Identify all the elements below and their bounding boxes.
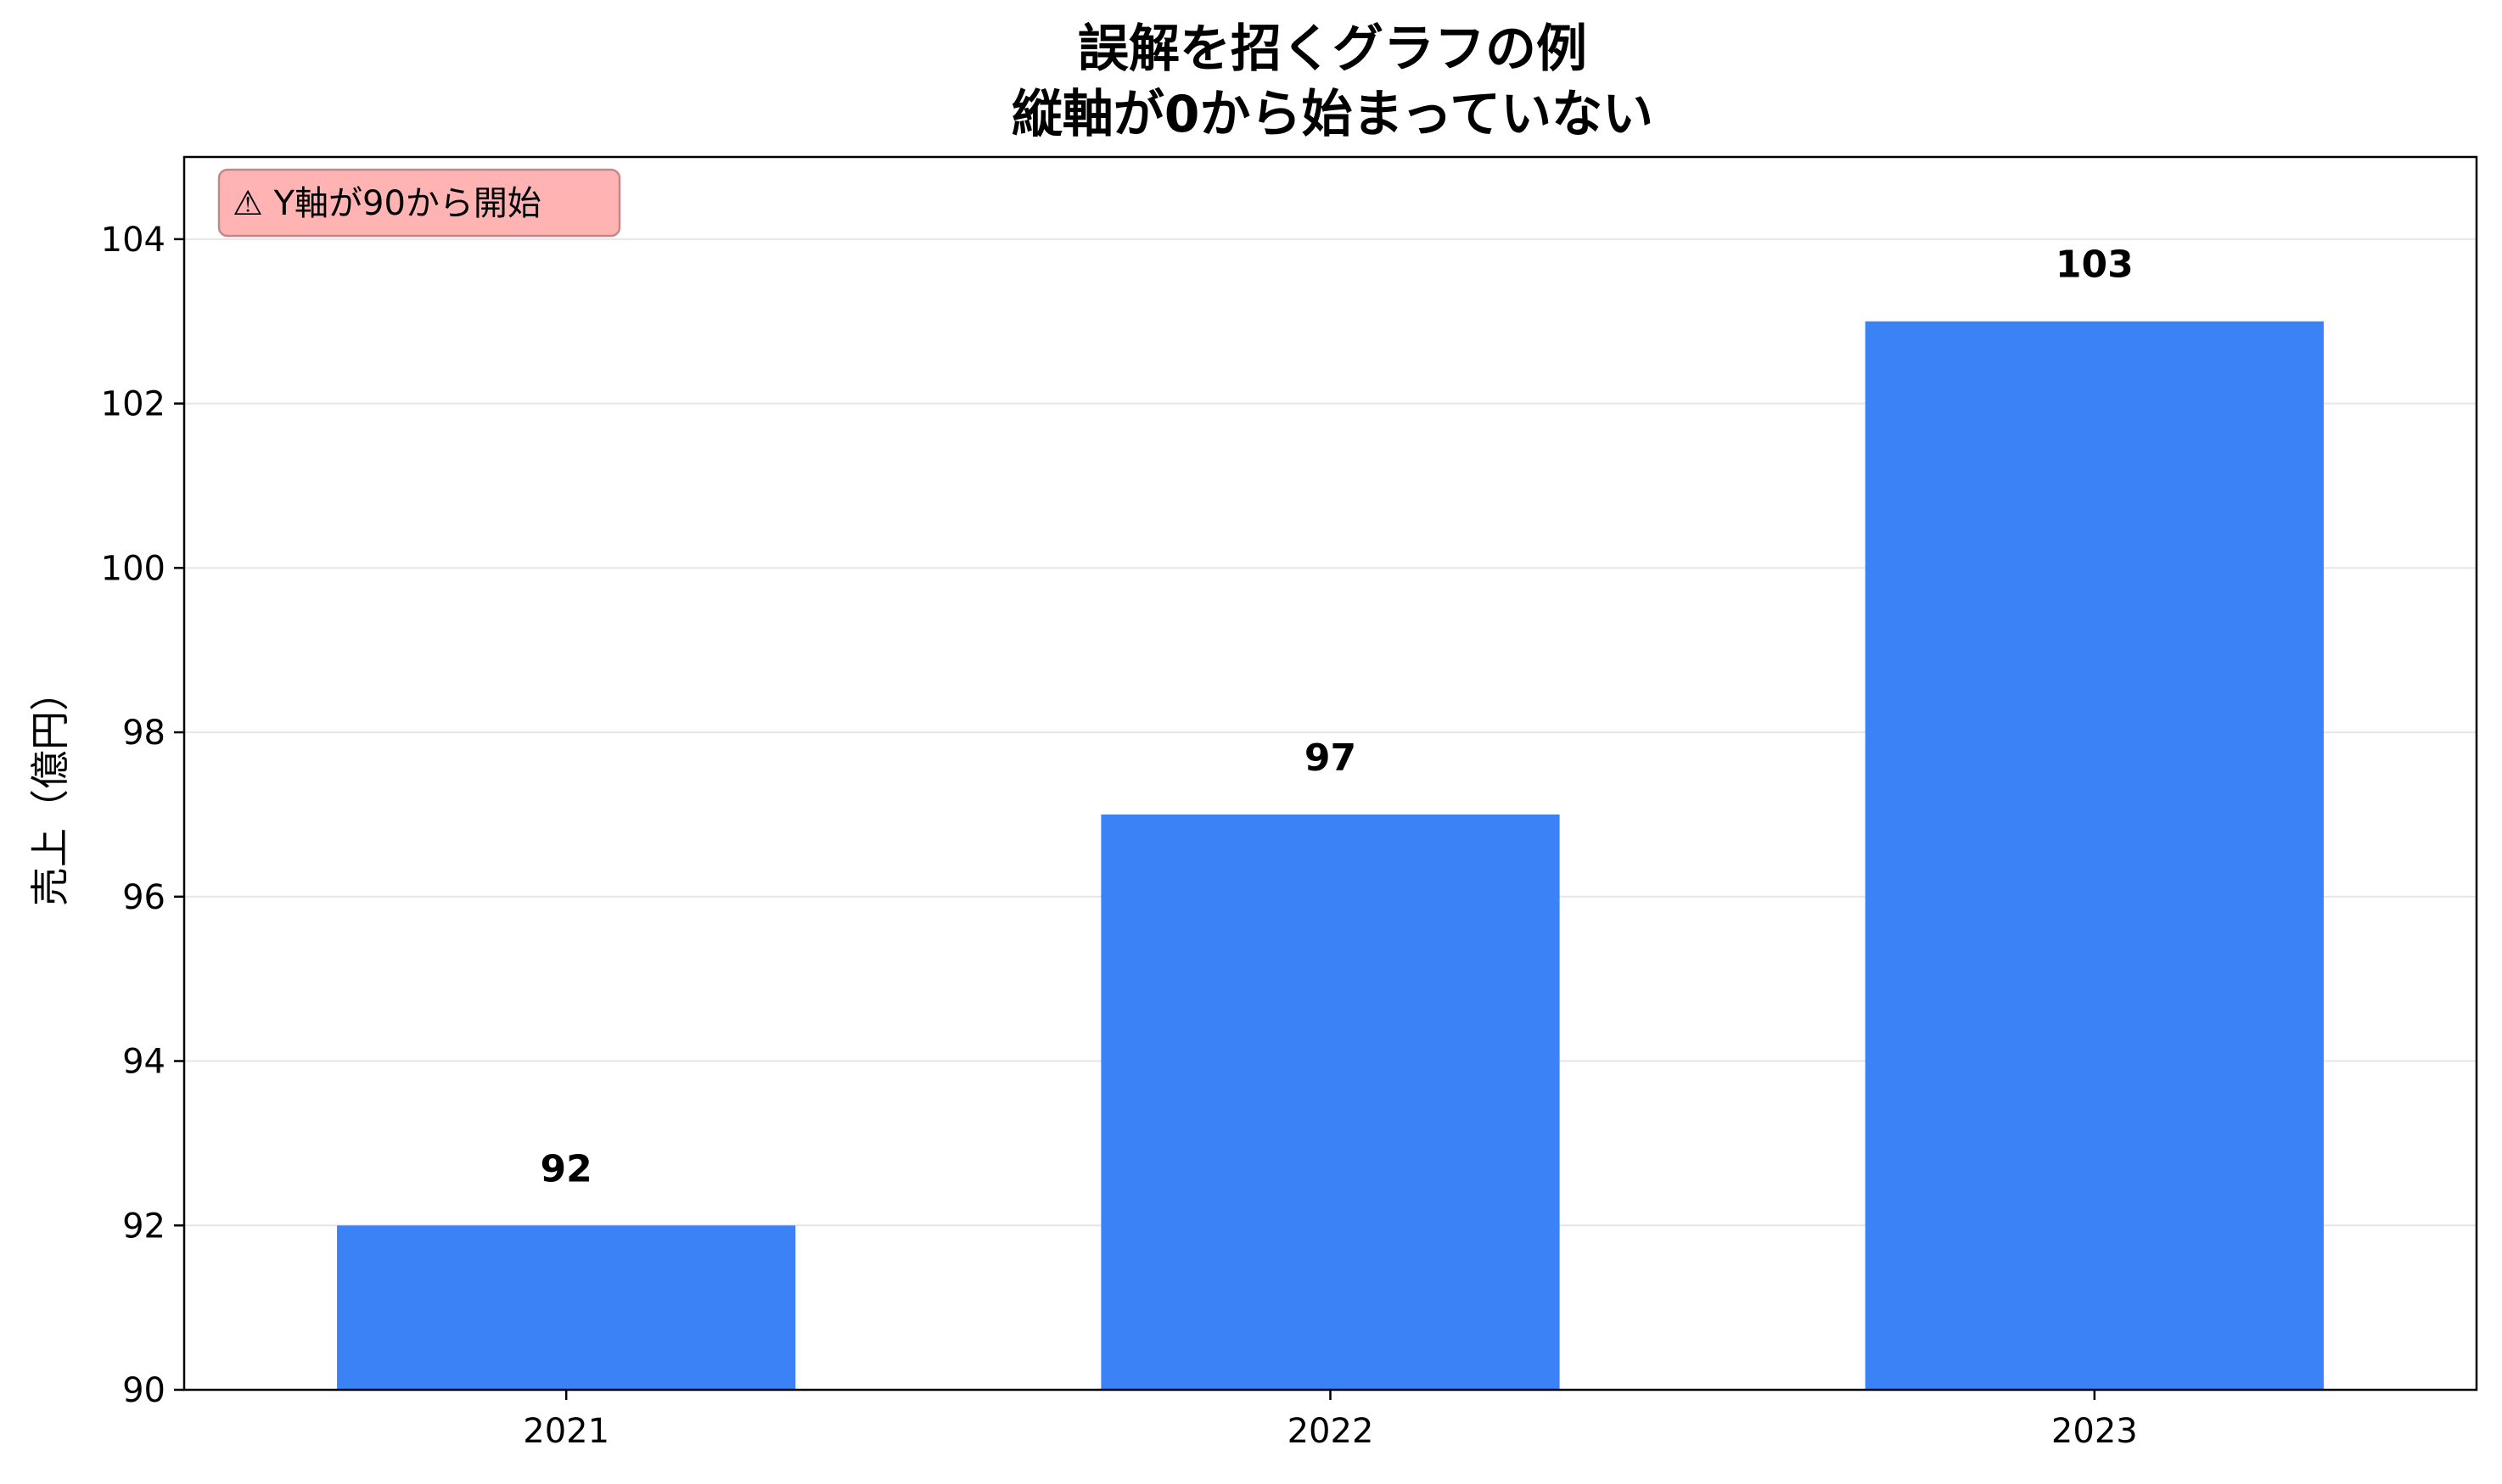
data-label-2021: 92 xyxy=(541,1147,592,1190)
y-tick-label-98: 98 xyxy=(122,714,165,753)
annotation-box xyxy=(217,168,621,238)
y-axis-ticks: 90 92 94 96 98 100 102 104 xyxy=(101,221,184,1410)
y-tick-label-100: 100 xyxy=(101,549,165,588)
data-label-2022: 97 xyxy=(1304,736,1356,780)
bars xyxy=(337,321,2324,1390)
x-axis-ticks: 2021 2022 2023 xyxy=(523,1390,2138,1451)
chart-title-line-1: 誤解を招くグラフの例 xyxy=(1078,20,1587,79)
warning-annotation: ⚠ Y軸が90から開始 xyxy=(217,168,621,238)
bar-2021 xyxy=(337,1225,796,1390)
x-tick-label-2023: 2023 xyxy=(2051,1412,2138,1451)
y-tick-label-104: 104 xyxy=(101,221,165,260)
data-label-2023: 103 xyxy=(2056,244,2134,287)
y-tick-label-102: 102 xyxy=(101,385,165,424)
y-tick-label-92: 92 xyxy=(122,1207,165,1246)
plot-frame xyxy=(182,155,2478,1392)
y-tick-label-90: 90 xyxy=(122,1371,165,1410)
y-axis-label: 売上（億円） xyxy=(27,672,73,906)
y-tick-label-96: 96 xyxy=(122,878,165,917)
annotation-text: ⚠ Y軸が90から開始 xyxy=(233,184,541,223)
chart-title-line-2: 縦軸が0から始まっていない xyxy=(1012,85,1653,144)
x-tick-label-2022: 2022 xyxy=(1287,1412,1374,1451)
bar-2022 xyxy=(1101,814,1560,1390)
bar-2023 xyxy=(1865,321,2324,1390)
y-tick-label-94: 94 xyxy=(122,1043,165,1082)
data-labels: 92 97 103 xyxy=(541,244,2134,1191)
x-tick-label-2021: 2021 xyxy=(523,1412,609,1451)
